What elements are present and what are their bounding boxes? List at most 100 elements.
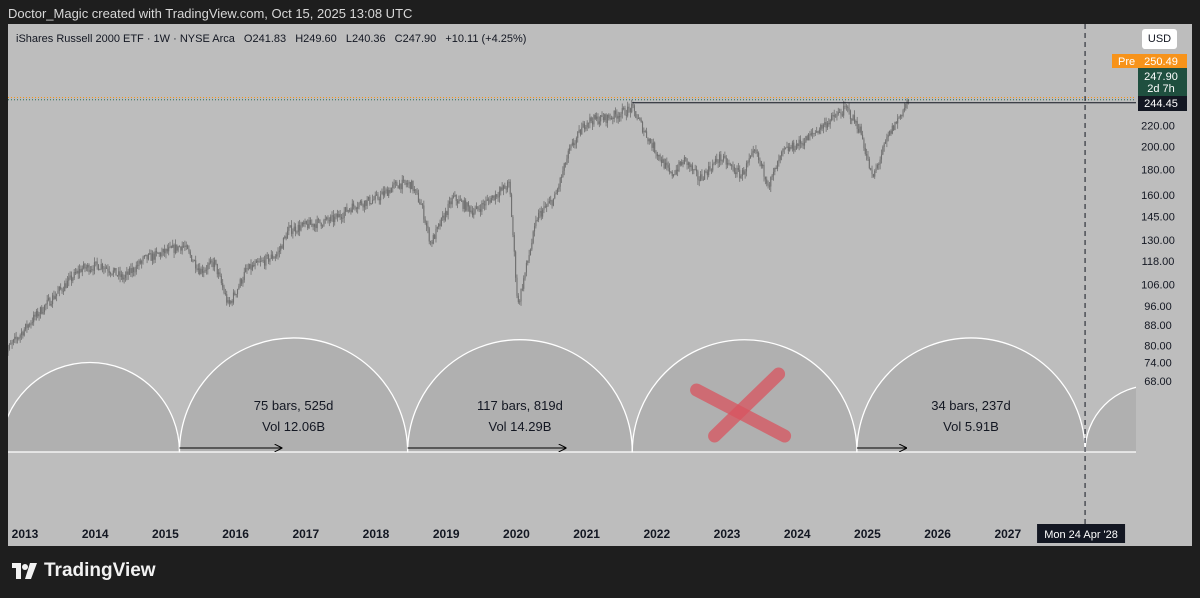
candle-body-649 — [878, 163, 880, 166]
candle-body-379 — [513, 235, 515, 252]
candle-body-666 — [901, 114, 903, 116]
candle-body-247 — [335, 214, 337, 217]
price-axis-tick-9: 96.00 — [1144, 301, 1172, 313]
candle-body-345 — [467, 202, 469, 207]
candle-body-155 — [211, 260, 213, 263]
candle-body-262 — [355, 208, 357, 210]
cycle-bars-label-3: 117 bars, 819d — [477, 398, 563, 413]
candle-body-494 — [668, 167, 671, 172]
candle-body-90 — [123, 277, 125, 280]
candle-body-207 — [281, 245, 283, 249]
candle-body-455 — [616, 114, 618, 119]
candle-body-296 — [401, 179, 403, 190]
chart-panel[interactable]: iShares Russell 2000 ETF · 1W · NYSE Arc… — [8, 24, 1192, 546]
candle-body-234 — [317, 219, 320, 221]
candle-body-265 — [359, 201, 361, 203]
candle-body-10 — [15, 336, 17, 339]
time-axis-tick-5: 2017 — [292, 527, 319, 541]
candle-body-433 — [586, 122, 588, 128]
candle-body-547 — [740, 175, 742, 179]
candle-body-553 — [748, 158, 750, 163]
candle-body-369 — [500, 187, 502, 192]
candle-body-123 — [168, 247, 170, 252]
candle-body-221 — [300, 225, 302, 231]
candle-body-562 — [760, 161, 762, 167]
candle-body-71 — [97, 264, 100, 271]
candle-body-615 — [832, 114, 834, 116]
candle-body-88 — [120, 274, 122, 277]
candle-body-311 — [421, 204, 424, 206]
candle-body-491 — [664, 162, 667, 169]
candle-body-113 — [154, 251, 156, 260]
candle-body-163 — [222, 283, 224, 288]
candle-body-593 — [802, 143, 804, 146]
candle-body-532 — [720, 154, 722, 161]
candle-body-191 — [259, 260, 262, 262]
candle-body-620 — [839, 112, 841, 113]
candle-body-170 — [231, 300, 233, 303]
currency-button[interactable]: USD — [1142, 29, 1177, 49]
price-chart[interactable]: iShares Russell 2000 ETF · 1W · NYSE Arc… — [8, 24, 1192, 546]
candle-body-524 — [709, 166, 711, 170]
candle-body-94 — [128, 268, 131, 275]
candle-body-621 — [840, 112, 842, 115]
candle-body-166 — [226, 294, 228, 303]
candle-body-347 — [470, 210, 472, 213]
candle-body-96 — [131, 267, 133, 274]
candle-body-133 — [181, 245, 183, 251]
candle-body-173 — [235, 294, 237, 295]
candle-body-442 — [598, 121, 600, 124]
candle-body-99 — [135, 265, 137, 272]
candle-body-462 — [625, 115, 627, 116]
candle-body-47 — [65, 283, 67, 288]
candle-body-502 — [679, 161, 681, 166]
time-axis-tick-13: 2025 — [854, 527, 881, 541]
candle-body-284 — [385, 189, 387, 191]
time-axis-tick-8: 2020 — [503, 527, 530, 541]
legend-open: O241.83 — [244, 33, 286, 45]
candle-body-538 — [728, 162, 730, 164]
candle-body-68 — [93, 262, 95, 271]
candle-body-484 — [655, 152, 657, 155]
candle-body-202 — [274, 256, 276, 258]
candle-body-15 — [22, 332, 24, 336]
candle-body-517 — [700, 174, 702, 181]
time-axis-tick-10: 2022 — [643, 527, 670, 541]
candle-body-65 — [89, 269, 91, 272]
candle-body-426 — [577, 132, 579, 139]
candle-body-230 — [312, 223, 314, 227]
candle-body-297 — [403, 179, 405, 181]
candle-body-244 — [331, 215, 333, 217]
candle-body-555 — [751, 152, 753, 156]
candle-body-154 — [209, 260, 212, 263]
candle-body-91 — [124, 274, 127, 278]
candle-body-664 — [898, 117, 900, 119]
candle-body-304 — [412, 180, 414, 192]
candle-body-7 — [11, 342, 13, 344]
candle-body-411 — [556, 189, 559, 194]
candle-body-73 — [100, 264, 102, 270]
candle-body-213 — [289, 225, 291, 227]
candle-body-270 — [366, 199, 368, 206]
candle-body-457 — [619, 116, 621, 118]
candle-body-619 — [837, 112, 839, 115]
candle-body-224 — [304, 221, 306, 225]
candle-body-655 — [886, 137, 888, 142]
candle-body-597 — [808, 134, 810, 141]
candle-body-509 — [689, 162, 691, 168]
candle-body-334 — [452, 195, 455, 198]
candle-body-477 — [646, 131, 648, 138]
candle-body-536 — [725, 157, 727, 165]
candle-body-358 — [485, 200, 487, 206]
candle-body-249 — [338, 214, 340, 218]
candle-body-454 — [614, 110, 617, 115]
candle-body-103 — [141, 260, 143, 264]
candle-body-438 — [593, 115, 595, 125]
candle-body-510 — [690, 165, 692, 168]
candle-body-346 — [469, 206, 471, 213]
price-axis-tick-4: 160.00 — [1141, 190, 1175, 202]
candle-body-582 — [787, 146, 789, 151]
candle-body-263 — [357, 207, 359, 209]
level-price-value: 244.45 — [1144, 98, 1178, 110]
candle-body-115 — [157, 252, 159, 254]
